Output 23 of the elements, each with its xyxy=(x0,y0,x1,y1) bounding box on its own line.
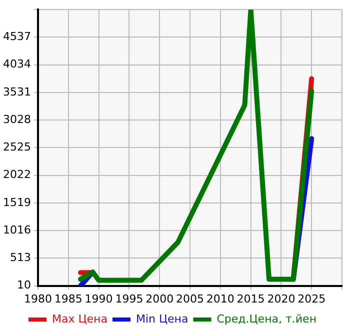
legend-label: Min Цена xyxy=(136,312,188,326)
x-tick-label: 2015 xyxy=(236,292,265,306)
y-tick-label: 4034 xyxy=(2,58,31,71)
x-tick-label: 2010 xyxy=(206,292,234,306)
x-tick-label: 1985 xyxy=(54,292,82,306)
x-tick-label: 2005 xyxy=(176,292,204,306)
legend-label: Max Цена xyxy=(52,312,108,326)
y-tick-label: 1519 xyxy=(2,196,31,209)
x-tick-label: 2000 xyxy=(146,292,174,306)
y-tick-label: 3531 xyxy=(2,85,31,98)
x-tick-label: 1995 xyxy=(115,292,144,306)
x-tick-label: 2020 xyxy=(267,292,296,306)
x-tick-label: 1990 xyxy=(84,292,113,306)
y-tick-label: 513 xyxy=(10,251,31,264)
y-tick-label: 2525 xyxy=(2,140,31,154)
x-tick-label: 2025 xyxy=(298,292,326,306)
legend-label: Сред.Цена, т.йен xyxy=(216,312,317,326)
x-tick-label: 1980 xyxy=(24,292,52,306)
y-tick-label: 4537 xyxy=(2,30,31,44)
y-tick-label: 10 xyxy=(16,278,31,292)
y-tick-label: 2022 xyxy=(2,168,31,182)
y-tick-label: 3028 xyxy=(2,112,31,126)
y-tick-label: 1016 xyxy=(2,223,31,236)
